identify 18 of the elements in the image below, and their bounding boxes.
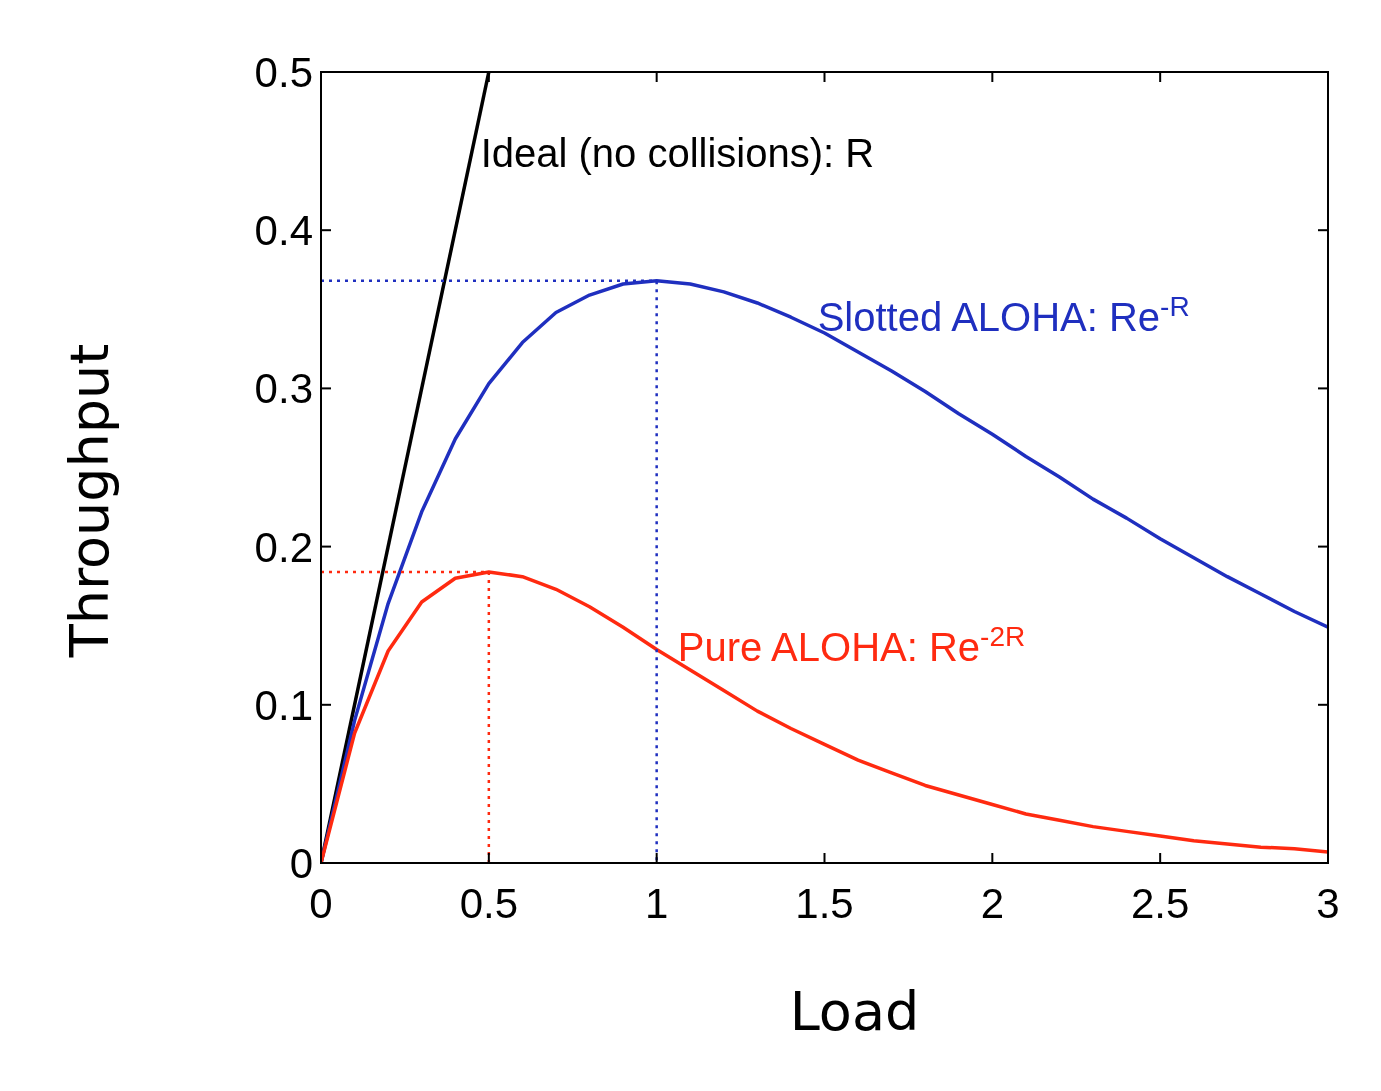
x-tick-label: 2: [980, 880, 1005, 927]
annotation: Pure ALOHA: Re$^{-2R}$: [677, 620, 1026, 669]
line-series: [321, 570, 1328, 863]
y-tick-label: 0.4: [254, 207, 313, 255]
y-tick-label: 0.2: [254, 523, 313, 571]
y-axis-title: Throughput: [58, 343, 121, 659]
y-tick-label: 0.1: [254, 681, 313, 729]
x-axis-title: Load: [789, 980, 920, 1043]
x-tick-label: 2.5: [1130, 880, 1190, 927]
y-tick-label: 0.5: [254, 49, 313, 96]
annotation: Slotted ALOHA: Re$^{-R}$: [817, 290, 1190, 340]
x-tick-label: 1.5: [795, 880, 854, 927]
x-tick-label: 1: [644, 880, 669, 927]
y-tick-label: 0.3: [254, 365, 313, 413]
x-tick-label: 3: [1316, 880, 1340, 927]
x-tick-label: 0.5: [459, 880, 519, 927]
annotation: Ideal (no collisions): R: [480, 130, 875, 175]
y-tick-label: 0: [289, 840, 313, 887]
